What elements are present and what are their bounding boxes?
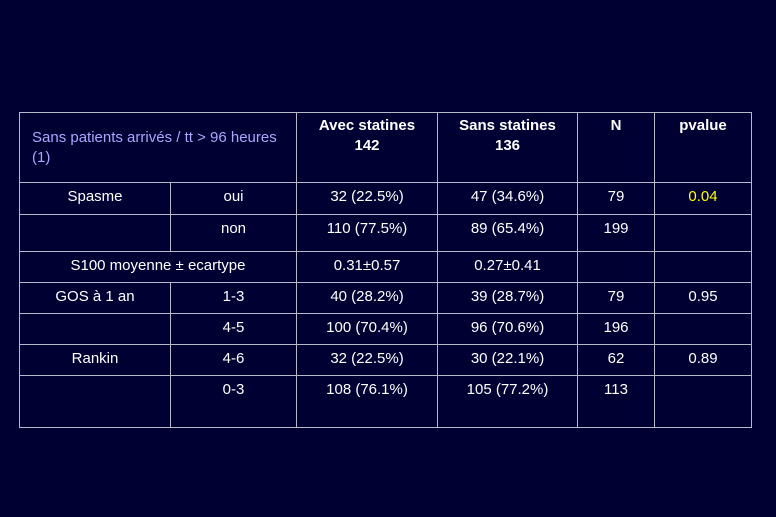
cell-avec: 0.31±0.57 (296, 251, 438, 283)
cell-n: 79 (577, 282, 655, 314)
row-group-label: Spasme (19, 182, 171, 215)
row-group-label: Rankin (19, 344, 171, 376)
cell-sans: 47 (34.6%) (437, 182, 578, 215)
cell-sans: 89 (65.4%) (437, 214, 578, 252)
table-row: non 110 (77.5%) 89 (65.4%) 199 (19, 214, 752, 252)
row-group-label (19, 375, 171, 428)
cell-n: 62 (577, 344, 655, 376)
header-n: N (577, 112, 655, 183)
cell-sans: 105 (77.2%) (437, 375, 578, 428)
table-row: S100 moyenne ± ecartype 0.31±0.57 0.27±0… (19, 251, 752, 283)
cell-n: 199 (577, 214, 655, 252)
cell-avec: 110 (77.5%) (296, 214, 438, 252)
cell-sans: 0.27±0.41 (437, 251, 578, 283)
cell-n: 79 (577, 182, 655, 215)
cell-avec: 32 (22.5%) (296, 344, 438, 376)
cell-pvalue (654, 375, 752, 428)
cell-n (577, 251, 655, 283)
cell-n: 196 (577, 313, 655, 345)
table-row: Rankin 4-6 32 (22.5%) 30 (22.1%) 62 0.89 (19, 344, 752, 376)
cell-sans: 30 (22.1%) (437, 344, 578, 376)
cell-pvalue: 0.89 (654, 344, 752, 376)
cell-n: 113 (577, 375, 655, 428)
header-row: Sans patients arrivés / tt > 96 heures (… (19, 112, 752, 183)
header-avec-statines: Avec statines 142 (296, 112, 438, 183)
cell-avec: 108 (76.1%) (296, 375, 438, 428)
cell-avec: 40 (28.2%) (296, 282, 438, 314)
row-sub-label: 0-3 (170, 375, 297, 428)
row-sub-label: 4-6 (170, 344, 297, 376)
cell-avec: 100 (70.4%) (296, 313, 438, 345)
row-sub-label: 4-5 (170, 313, 297, 345)
cell-sans: 96 (70.6%) (437, 313, 578, 345)
cell-pvalue: 0.95 (654, 282, 752, 314)
row-group-label (19, 313, 171, 345)
header-sans-count: 136 (494, 137, 521, 154)
table-row: 0-3 108 (76.1%) 105 (77.2%) 113 (19, 375, 752, 428)
row-sub-label: oui (170, 182, 297, 215)
row-sub-label: non (170, 214, 297, 252)
table-row: Spasme oui 32 (22.5%) 47 (34.6%) 79 0.04 (19, 182, 752, 215)
results-table: Sans patients arrivés / tt > 96 heures (… (19, 112, 752, 428)
cell-pvalue (654, 214, 752, 252)
header-sans-label: Sans statines (459, 117, 556, 134)
table-row: 4-5 100 (70.4%) 96 (70.6%) 196 (19, 313, 752, 345)
header-pvalue: pvalue (654, 112, 752, 183)
header-avec-label: Avec statines (318, 117, 416, 134)
cell-pvalue (654, 251, 752, 283)
row-group-label: GOS à 1 an (19, 282, 171, 314)
table-row: GOS à 1 an 1-3 40 (28.2%) 39 (28.7%) 79 … (19, 282, 752, 314)
row-sub-label: 1-3 (170, 282, 297, 314)
cell-pvalue (654, 313, 752, 345)
row-group-label: S100 moyenne ± ecartype (19, 251, 297, 283)
cell-avec: 32 (22.5%) (296, 182, 438, 215)
header-avec-count: 142 (354, 137, 380, 154)
cell-pvalue: 0.04 (654, 182, 752, 215)
header-sans-statines: Sans statines 136 (437, 112, 578, 183)
row-group-label (19, 214, 171, 252)
cell-sans: 39 (28.7%) (437, 282, 578, 314)
pvalue-highlight: 0.04 (688, 188, 718, 205)
table-intro-text: Sans patients arrivés / tt > 96 heures (… (19, 112, 297, 183)
